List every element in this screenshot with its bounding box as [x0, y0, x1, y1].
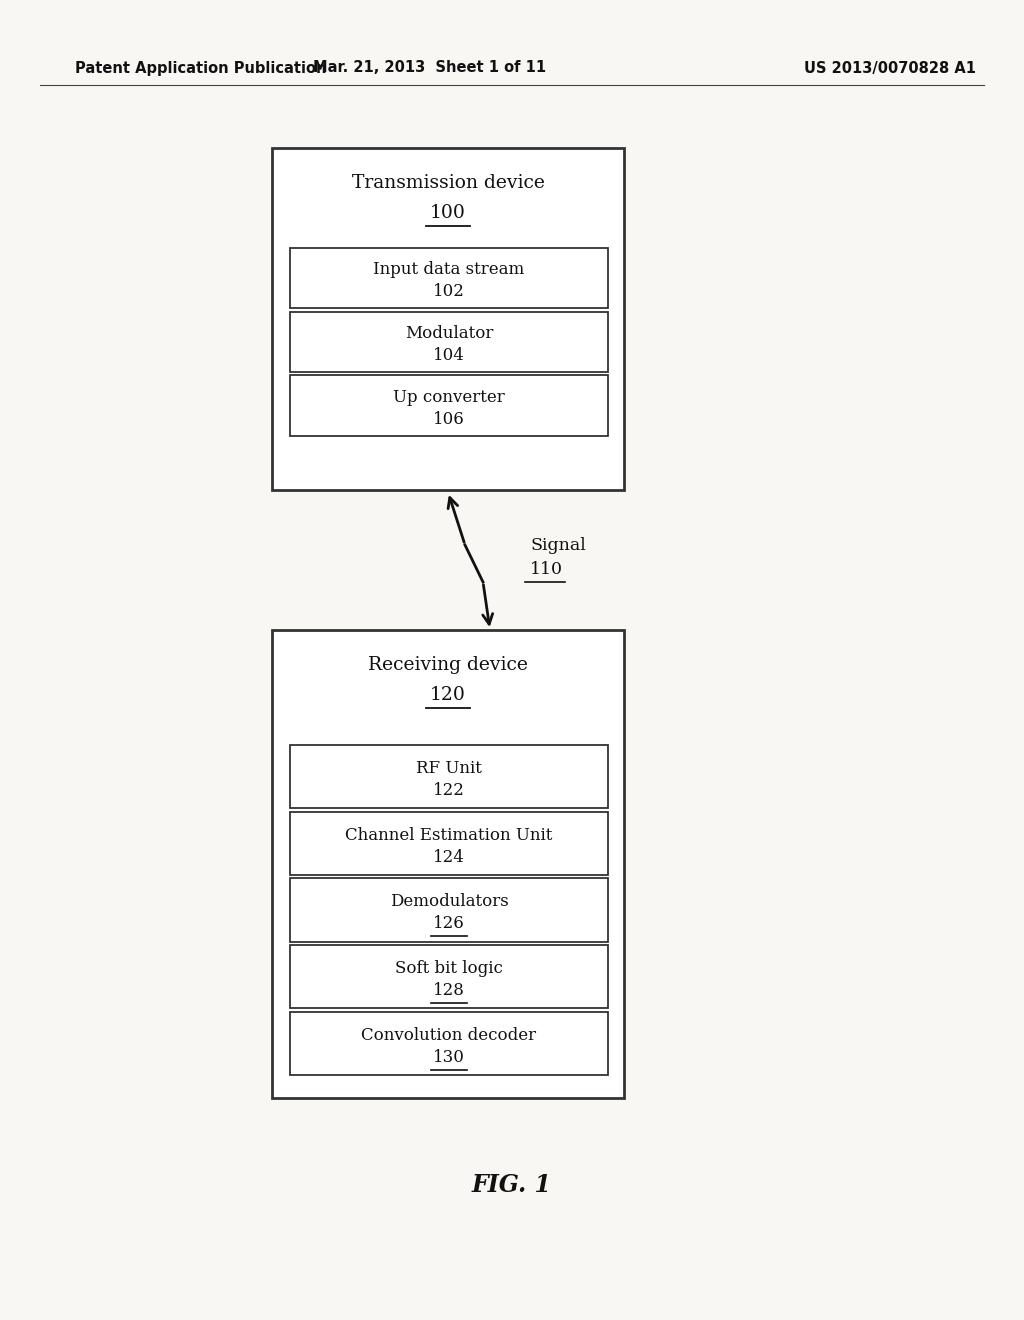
Text: Signal: Signal: [530, 536, 586, 553]
Text: 100: 100: [430, 205, 466, 222]
Text: Mar. 21, 2013  Sheet 1 of 11: Mar. 21, 2013 Sheet 1 of 11: [313, 61, 547, 75]
Text: 104: 104: [433, 347, 465, 364]
Bar: [290, 375, 608, 436]
Bar: [290, 945, 608, 1008]
Text: Transmission device: Transmission device: [351, 174, 545, 191]
Text: 130: 130: [433, 1049, 465, 1067]
Text: Channel Estimation Unit: Channel Estimation Unit: [345, 828, 553, 843]
Text: 122: 122: [433, 781, 465, 799]
Bar: [290, 312, 608, 372]
Bar: [272, 630, 624, 1098]
Text: Receiving device: Receiving device: [368, 656, 528, 675]
Text: Soft bit logic: Soft bit logic: [395, 960, 503, 977]
Text: Input data stream: Input data stream: [374, 261, 524, 279]
Text: Patent Application Publication: Patent Application Publication: [75, 61, 327, 75]
Text: 106: 106: [433, 411, 465, 428]
Text: 128: 128: [433, 982, 465, 999]
Bar: [290, 744, 608, 808]
Bar: [290, 1012, 608, 1074]
Text: 120: 120: [430, 686, 466, 704]
Text: RF Unit: RF Unit: [416, 760, 482, 777]
Bar: [290, 878, 608, 942]
Text: 110: 110: [530, 561, 563, 578]
Bar: [290, 248, 608, 308]
Bar: [272, 148, 624, 490]
Bar: [290, 812, 608, 875]
Text: FIG. 1: FIG. 1: [472, 1173, 552, 1197]
Text: Modulator: Modulator: [404, 326, 494, 342]
Text: Up converter: Up converter: [393, 389, 505, 407]
Text: 126: 126: [433, 916, 465, 932]
Text: 102: 102: [433, 284, 465, 301]
Text: Convolution decoder: Convolution decoder: [361, 1027, 537, 1044]
Text: 124: 124: [433, 849, 465, 866]
Text: US 2013/0070828 A1: US 2013/0070828 A1: [804, 61, 976, 75]
Text: Demodulators: Demodulators: [389, 894, 508, 911]
